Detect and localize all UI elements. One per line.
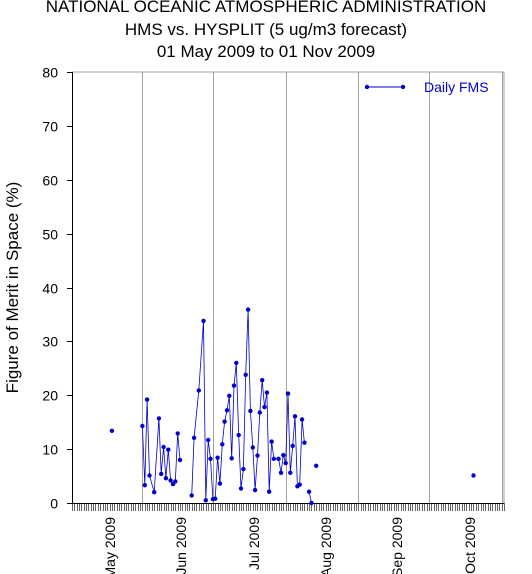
data-point (252, 487, 258, 493)
legend-label-daily-fms: Daily FMS (424, 79, 489, 95)
data-point (196, 388, 201, 393)
x-tick-label: Jun 2009 (173, 517, 189, 574)
legend-marker (400, 84, 406, 90)
data-point (156, 416, 162, 421)
data-point (269, 439, 274, 444)
data-point (152, 490, 157, 495)
data-point (220, 442, 225, 447)
data-point (271, 456, 277, 461)
axis-layer: 0 10 20 30 40 50 60 70 80 May 2009 Jun 2009 Jul 200… (42, 65, 505, 574)
data-point (215, 455, 220, 460)
y-tick-label: 10 (42, 442, 58, 458)
data-point (288, 470, 293, 475)
data-point (175, 431, 180, 436)
chart-title-line2: HMS vs. HYSPLIT (5 ug/m3 forecast) (124, 20, 408, 39)
y-tick-label: 20 (42, 388, 58, 404)
data-point (299, 417, 305, 422)
chart-title-line1: NATIONAL OCEANIC ATMOSPHERIC ADMINISTRAT… (45, 0, 487, 16)
data-point (227, 393, 232, 398)
data-point (285, 391, 291, 396)
x-tick-label: May 2009 (102, 517, 118, 574)
y-tick-label: 70 (42, 119, 58, 135)
data-point (241, 466, 246, 472)
data-point (140, 423, 145, 429)
data-point (267, 489, 272, 494)
data-point (276, 456, 281, 461)
data-point (173, 479, 178, 484)
data-point (161, 444, 166, 450)
data-point (309, 500, 314, 506)
data-point (109, 428, 115, 433)
series-line-daily-fms (142, 399, 181, 493)
data-point (147, 473, 152, 478)
grid-layer (72, 71, 505, 503)
series-line-daily-fms (191, 309, 305, 501)
data-point (236, 432, 241, 438)
y-tick-label: 40 (42, 281, 58, 297)
data-point (206, 437, 211, 443)
data-point (262, 404, 267, 410)
legend-marker (364, 84, 370, 90)
data-point (250, 445, 255, 450)
data-point (213, 496, 218, 501)
x-tick-label: Oct 2009 (462, 517, 478, 574)
data-point (191, 435, 197, 440)
data-point (163, 476, 169, 481)
data-point (314, 463, 319, 468)
data-point (203, 498, 208, 503)
chart-title-line3: 01 May 2009 to 01 Nov 2009 (156, 42, 376, 61)
data-point (142, 483, 147, 488)
data-point (208, 456, 213, 461)
data-point (144, 397, 150, 402)
data-point (264, 390, 270, 395)
data-point (278, 470, 284, 475)
data-point (292, 414, 298, 419)
data-point (283, 460, 288, 466)
series-layer (109, 307, 476, 506)
data-point (245, 307, 251, 312)
data-point (260, 378, 265, 383)
data-point (166, 447, 171, 452)
data-point (297, 482, 302, 487)
data-point (217, 481, 223, 486)
data-point (471, 473, 476, 478)
x-tick-label: Sep 2009 (389, 517, 405, 574)
data-point (224, 408, 230, 413)
y-tick-label: 80 (42, 65, 58, 81)
data-point (248, 408, 253, 414)
data-point (231, 383, 237, 388)
y-tick-label: 0 (50, 496, 58, 512)
x-tick-label: Aug 2009 (318, 517, 334, 574)
legend: Daily FMS (364, 79, 489, 95)
data-point (290, 443, 295, 449)
data-point (234, 360, 239, 366)
data-point (229, 456, 234, 461)
data-point (159, 471, 164, 477)
data-point (201, 318, 206, 324)
y-tick-label: 60 (42, 173, 58, 189)
data-point (255, 453, 260, 458)
x-tick-label: Jul 2009 (246, 517, 262, 570)
data-point (177, 457, 183, 463)
data-point (306, 489, 312, 494)
data-point (281, 452, 286, 458)
data-point (168, 478, 173, 483)
data-point (189, 493, 194, 498)
data-point (257, 410, 262, 415)
data-point (243, 372, 248, 377)
data-point (302, 440, 307, 445)
data-point (222, 419, 227, 424)
y-tick-label: 30 (42, 334, 58, 350)
y-tick-label: 50 (42, 227, 58, 243)
y-axis-title: Figure of Merit in Space (%) (3, 182, 22, 394)
data-point (238, 486, 244, 491)
